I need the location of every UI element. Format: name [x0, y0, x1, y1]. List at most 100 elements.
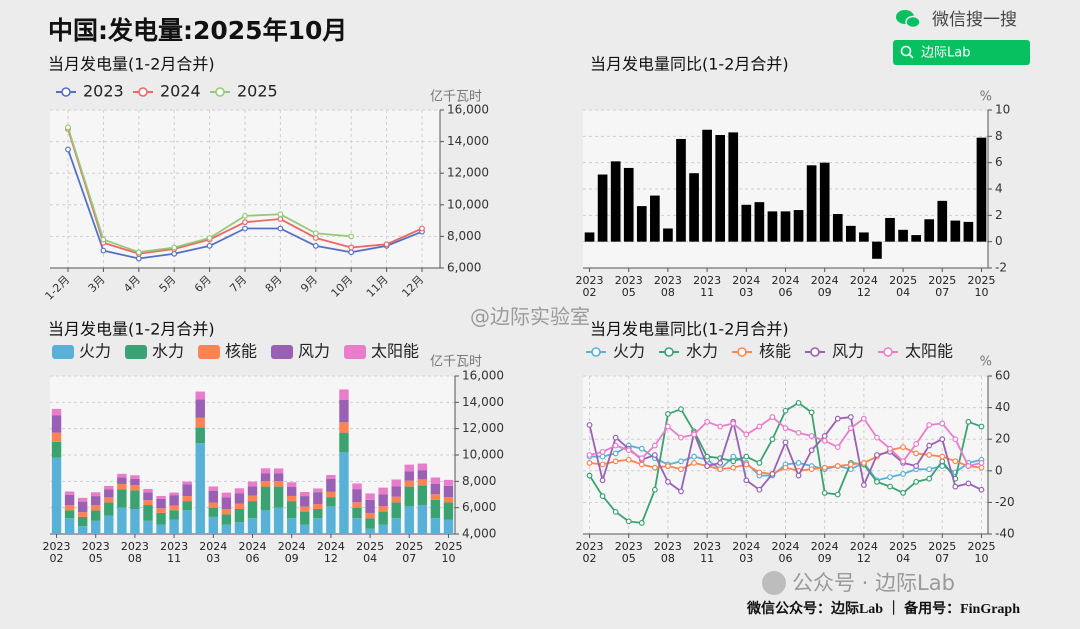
bar — [663, 228, 673, 242]
bar-segment — [195, 391, 205, 400]
bar-segment — [234, 503, 245, 509]
point — [599, 461, 606, 468]
bar-segment — [130, 475, 140, 479]
point — [651, 486, 658, 493]
point — [952, 458, 959, 465]
point — [795, 399, 802, 406]
bar — [898, 229, 908, 242]
point — [312, 242, 319, 249]
bar — [636, 206, 647, 242]
bar-segment — [286, 495, 297, 502]
bar-segment — [391, 502, 401, 519]
bar-segment — [51, 457, 62, 534]
bar-segment — [352, 518, 362, 534]
bar-segment — [208, 502, 219, 508]
point — [586, 422, 593, 428]
x-tick-label: 2025 10 — [967, 274, 996, 299]
point — [135, 249, 142, 256]
bar-segment — [260, 468, 271, 474]
watermark-icon — [762, 571, 786, 595]
data-layer — [584, 129, 987, 259]
chart-title: 当月发电量同比(1-2月合并) — [590, 55, 789, 74]
search-icon — [908, 53, 914, 59]
point — [277, 225, 284, 232]
bar-segment — [378, 494, 388, 507]
point — [704, 463, 711, 469]
data-layer — [586, 399, 985, 526]
y-tick-label: 16,000 — [447, 103, 489, 117]
point — [887, 483, 893, 490]
bar-segment — [64, 518, 75, 534]
bar-segment — [352, 489, 362, 503]
point — [638, 445, 645, 452]
bar-segment — [91, 496, 101, 506]
chart-title: 当月发电量同比(1-2月合并) — [590, 320, 789, 339]
point — [939, 436, 946, 443]
bar-segment — [378, 487, 388, 495]
bar-segment — [300, 524, 310, 534]
point — [206, 242, 213, 249]
point — [135, 255, 142, 262]
bar-segment — [208, 516, 219, 534]
bar-segment — [117, 489, 127, 508]
bar — [819, 162, 830, 242]
bar-segment — [169, 495, 179, 506]
bar-segment — [391, 479, 401, 487]
y-tick-label: 8,000 — [447, 229, 481, 243]
point — [821, 490, 828, 496]
bar-segment — [247, 486, 258, 496]
bar-segment — [300, 491, 310, 497]
point — [651, 464, 658, 471]
bar — [793, 210, 804, 242]
bar-segment — [443, 519, 454, 534]
x-tick-label: 2025 04 — [889, 274, 918, 299]
axis-unit: 亿千瓦时 — [430, 355, 482, 370]
footer: 微信公众号：边际Lab ｜ 备用号：FinGraph — [746, 600, 1020, 617]
axis-unit: % — [980, 355, 992, 370]
bar-segment — [339, 422, 349, 433]
point — [769, 436, 776, 443]
search-button[interactable] — [893, 40, 1030, 65]
point — [769, 471, 776, 477]
point — [847, 461, 854, 468]
point — [756, 486, 763, 493]
legend-label: 风力 — [298, 342, 330, 361]
bar-segment — [365, 499, 375, 513]
bar-segment — [156, 524, 166, 534]
bar — [832, 214, 843, 242]
point — [678, 466, 684, 473]
search-button-label[interactable]: 边际Lab — [921, 46, 970, 61]
point — [900, 444, 906, 451]
bar-segment — [326, 497, 336, 507]
bar-segment — [247, 518, 258, 534]
bar — [963, 221, 974, 242]
bar-segment — [143, 505, 153, 521]
x-tick-label: 2025 04 — [889, 540, 918, 565]
legend-marker — [344, 345, 366, 359]
point — [795, 472, 802, 479]
point — [965, 480, 972, 487]
bar-segment — [182, 481, 192, 485]
y-tick-label: 40 — [995, 400, 1010, 414]
point — [665, 463, 671, 469]
point — [926, 452, 933, 458]
bar-segment — [234, 488, 245, 494]
point — [586, 452, 593, 458]
point — [638, 461, 645, 468]
point — [678, 406, 684, 413]
point — [638, 520, 645, 526]
bar-segment — [182, 510, 192, 534]
point — [419, 225, 425, 232]
bar-segment — [326, 491, 336, 498]
legend-marker — [198, 345, 220, 359]
legend-label: 火力 — [79, 342, 111, 361]
bar-segment — [273, 473, 284, 482]
point — [834, 415, 841, 422]
bar-segment — [313, 488, 323, 493]
x-tick-label: 2024 09 — [277, 540, 306, 565]
bar-segment — [391, 496, 401, 503]
bar-segment — [260, 510, 271, 534]
point — [887, 474, 893, 481]
bar — [885, 217, 895, 242]
y-tick-label: 0 — [995, 234, 1003, 248]
